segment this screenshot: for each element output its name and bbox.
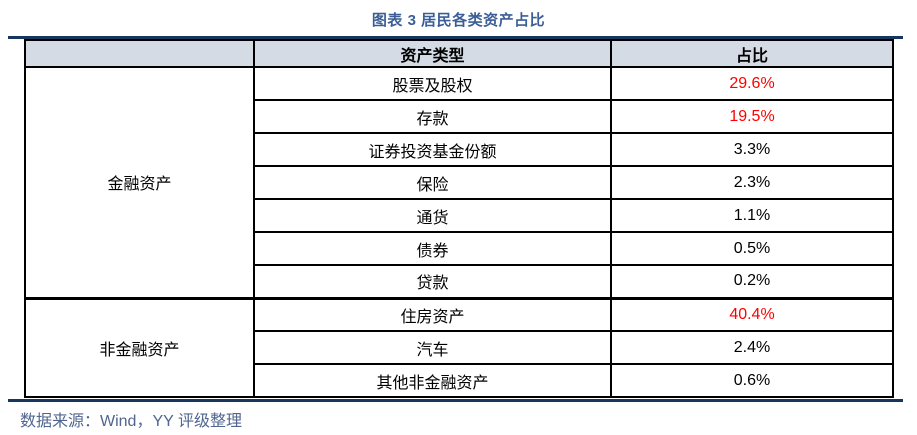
group-cell-financial: 金融资产 bbox=[24, 66, 255, 299]
table-row: 通货 1.1% bbox=[25, 198, 894, 233]
asset-share: 40.4% bbox=[610, 296, 894, 332]
header-category bbox=[24, 39, 255, 68]
top-rule-line bbox=[8, 36, 903, 39]
asset-name: 住房资产 bbox=[253, 296, 612, 332]
asset-share: 3.3% bbox=[610, 132, 894, 167]
asset-share: 1.1% bbox=[610, 198, 894, 233]
table-row: 其他非金融资产 0.6% bbox=[25, 363, 894, 398]
table-row: 金融资产 股票及股权 29.6% bbox=[24, 66, 894, 299]
asset-share: 0.2% bbox=[610, 264, 894, 299]
asset-share: 0.5% bbox=[610, 231, 894, 266]
table-row: 保险 2.3% bbox=[25, 165, 894, 200]
asset-share: 19.5% bbox=[610, 99, 894, 134]
group-cell-nonfinancial: 非金融资产 bbox=[24, 296, 255, 398]
data-source-note: 数据来源：Wind，YY 评级整理 bbox=[20, 413, 242, 430]
asset-share-table: 资产类型 占比 金融资产 股票及股权 29.6% 存款 19.5% 证券投资基金… bbox=[24, 39, 894, 398]
asset-name: 汽车 bbox=[253, 330, 612, 365]
asset-name: 保险 bbox=[253, 165, 612, 200]
header-share: 占比 bbox=[610, 39, 894, 68]
table-row: 贷款 0.2% bbox=[25, 264, 894, 299]
asset-name: 债券 bbox=[253, 231, 612, 266]
asset-name: 贷款 bbox=[253, 264, 612, 299]
table-row: 存款 19.5% bbox=[25, 99, 894, 134]
asset-share: 2.3% bbox=[610, 165, 894, 200]
table-row: 债券 0.5% bbox=[25, 231, 894, 266]
asset-name: 其他非金融资产 bbox=[253, 363, 612, 398]
asset-name: 存款 bbox=[253, 99, 612, 134]
bottom-rule-line bbox=[8, 399, 903, 402]
figure-title: 图表 3 居民各类资产占比 bbox=[371, 12, 546, 29]
asset-share: 29.6% bbox=[610, 66, 894, 101]
asset-share: 0.6% bbox=[610, 363, 894, 398]
asset-share: 2.4% bbox=[610, 330, 894, 365]
asset-name: 通货 bbox=[253, 198, 612, 233]
asset-name: 股票及股权 bbox=[253, 66, 612, 101]
table-row: 汽车 2.4% bbox=[25, 330, 894, 365]
table-row: 证券投资基金份额 3.3% bbox=[25, 132, 894, 167]
table-row: 非金融资产 住房资产 40.4% bbox=[24, 296, 894, 398]
header-asset-type: 资产类型 bbox=[253, 39, 612, 68]
table-header-row: 资产类型 占比 bbox=[24, 39, 894, 68]
asset-name: 证券投资基金份额 bbox=[253, 132, 612, 167]
